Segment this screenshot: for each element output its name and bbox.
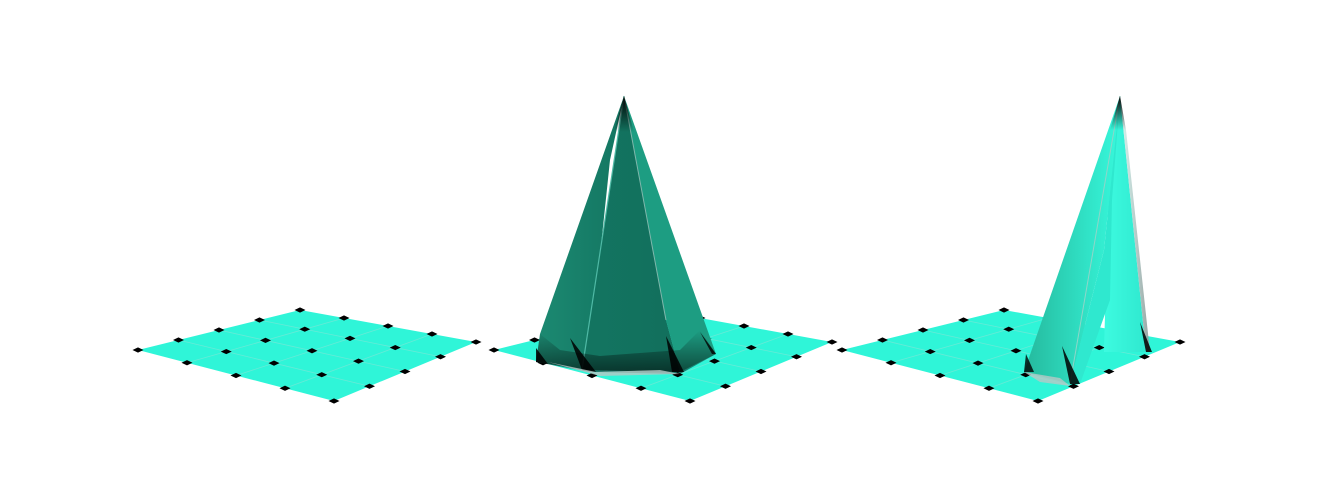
- vertex-marker: [1103, 368, 1115, 375]
- spike-face-front-right: [1070, 96, 1120, 384]
- vertex-marker: [181, 360, 193, 366]
- spike-face-left: [536, 96, 624, 370]
- vertex-marker: [826, 339, 838, 345]
- grid-plane-1: [138, 310, 476, 401]
- vertex-marker: [1032, 398, 1044, 404]
- spike-face-front-left: [1024, 96, 1120, 384]
- vertex-marker: [299, 326, 311, 332]
- vertex-marker: [791, 354, 802, 360]
- vertex-marker: [426, 331, 438, 337]
- vertex-marker: [745, 344, 757, 351]
- vertex-marker: [1010, 348, 1022, 354]
- spike-face-front: [582, 96, 680, 372]
- vertex-marker: [344, 335, 356, 341]
- vertex-marker: [924, 348, 936, 355]
- vertex-marker: [260, 337, 271, 343]
- vertex-marker: [529, 337, 540, 343]
- vertex-marker: [755, 368, 767, 375]
- vertex-marker: [488, 347, 500, 353]
- vertex-marker: [254, 317, 265, 323]
- vertex-marker: [470, 339, 482, 345]
- vertex-marker: [684, 398, 696, 404]
- vertex-marker: [720, 383, 731, 389]
- vertex-marker: [738, 323, 750, 329]
- vertex-marker: [279, 385, 291, 391]
- vertex-marker: [877, 337, 888, 343]
- vertex-marker: [213, 327, 225, 333]
- vertex-marker: [328, 398, 340, 404]
- vertex-marker: [338, 315, 350, 321]
- vertex-marker: [885, 360, 897, 366]
- vertex-marker: [998, 307, 1010, 313]
- spike-face-right-front: [624, 96, 716, 372]
- panel-offset-spike: [836, 95, 1186, 404]
- panel-center-spike: [488, 95, 838, 404]
- vertex-marker: [268, 360, 280, 366]
- vertex-marker: [1139, 354, 1150, 360]
- vertex-marker: [964, 337, 975, 343]
- vertex-marker: [1068, 383, 1079, 389]
- vertex-marker: [364, 383, 375, 389]
- vertex-marker: [1003, 326, 1015, 332]
- vertex-marker: [972, 360, 984, 366]
- vertex-marker: [435, 354, 446, 360]
- vertex-marker: [220, 348, 232, 355]
- vertex-marker: [382, 323, 394, 329]
- vertex-marker: [782, 331, 794, 337]
- vertex-marker: [294, 307, 306, 313]
- pyramid-spike-center: [536, 95, 716, 376]
- spike-edge-sheen: [1120, 96, 1150, 352]
- vertex-marker: [709, 358, 720, 364]
- vertex-marker: [917, 327, 929, 333]
- vertex-marker: [934, 372, 946, 379]
- vertex-marker: [399, 368, 411, 375]
- vertex-marker: [836, 347, 848, 353]
- vertex-marker: [132, 347, 144, 353]
- vertex-marker: [306, 348, 318, 354]
- vertex-marker: [230, 372, 242, 379]
- vertex-marker: [389, 344, 401, 351]
- vertex-marker: [635, 385, 647, 391]
- vertex-markers-1: [132, 307, 482, 404]
- pyramid-spike-offset: [1024, 95, 1152, 386]
- vertex-marker: [353, 358, 364, 364]
- vertex-marker: [316, 372, 328, 378]
- vertex-marker: [173, 337, 184, 343]
- panel-flat-plane: [132, 307, 482, 404]
- spike-tip-shadow-offset: [1110, 96, 1126, 130]
- vertex-marker: [1174, 339, 1186, 345]
- vertex-marker: [958, 317, 969, 323]
- spike-tip-shadow: [614, 96, 634, 132]
- vertex-marker: [1093, 344, 1105, 351]
- vertex-marker: [983, 385, 995, 391]
